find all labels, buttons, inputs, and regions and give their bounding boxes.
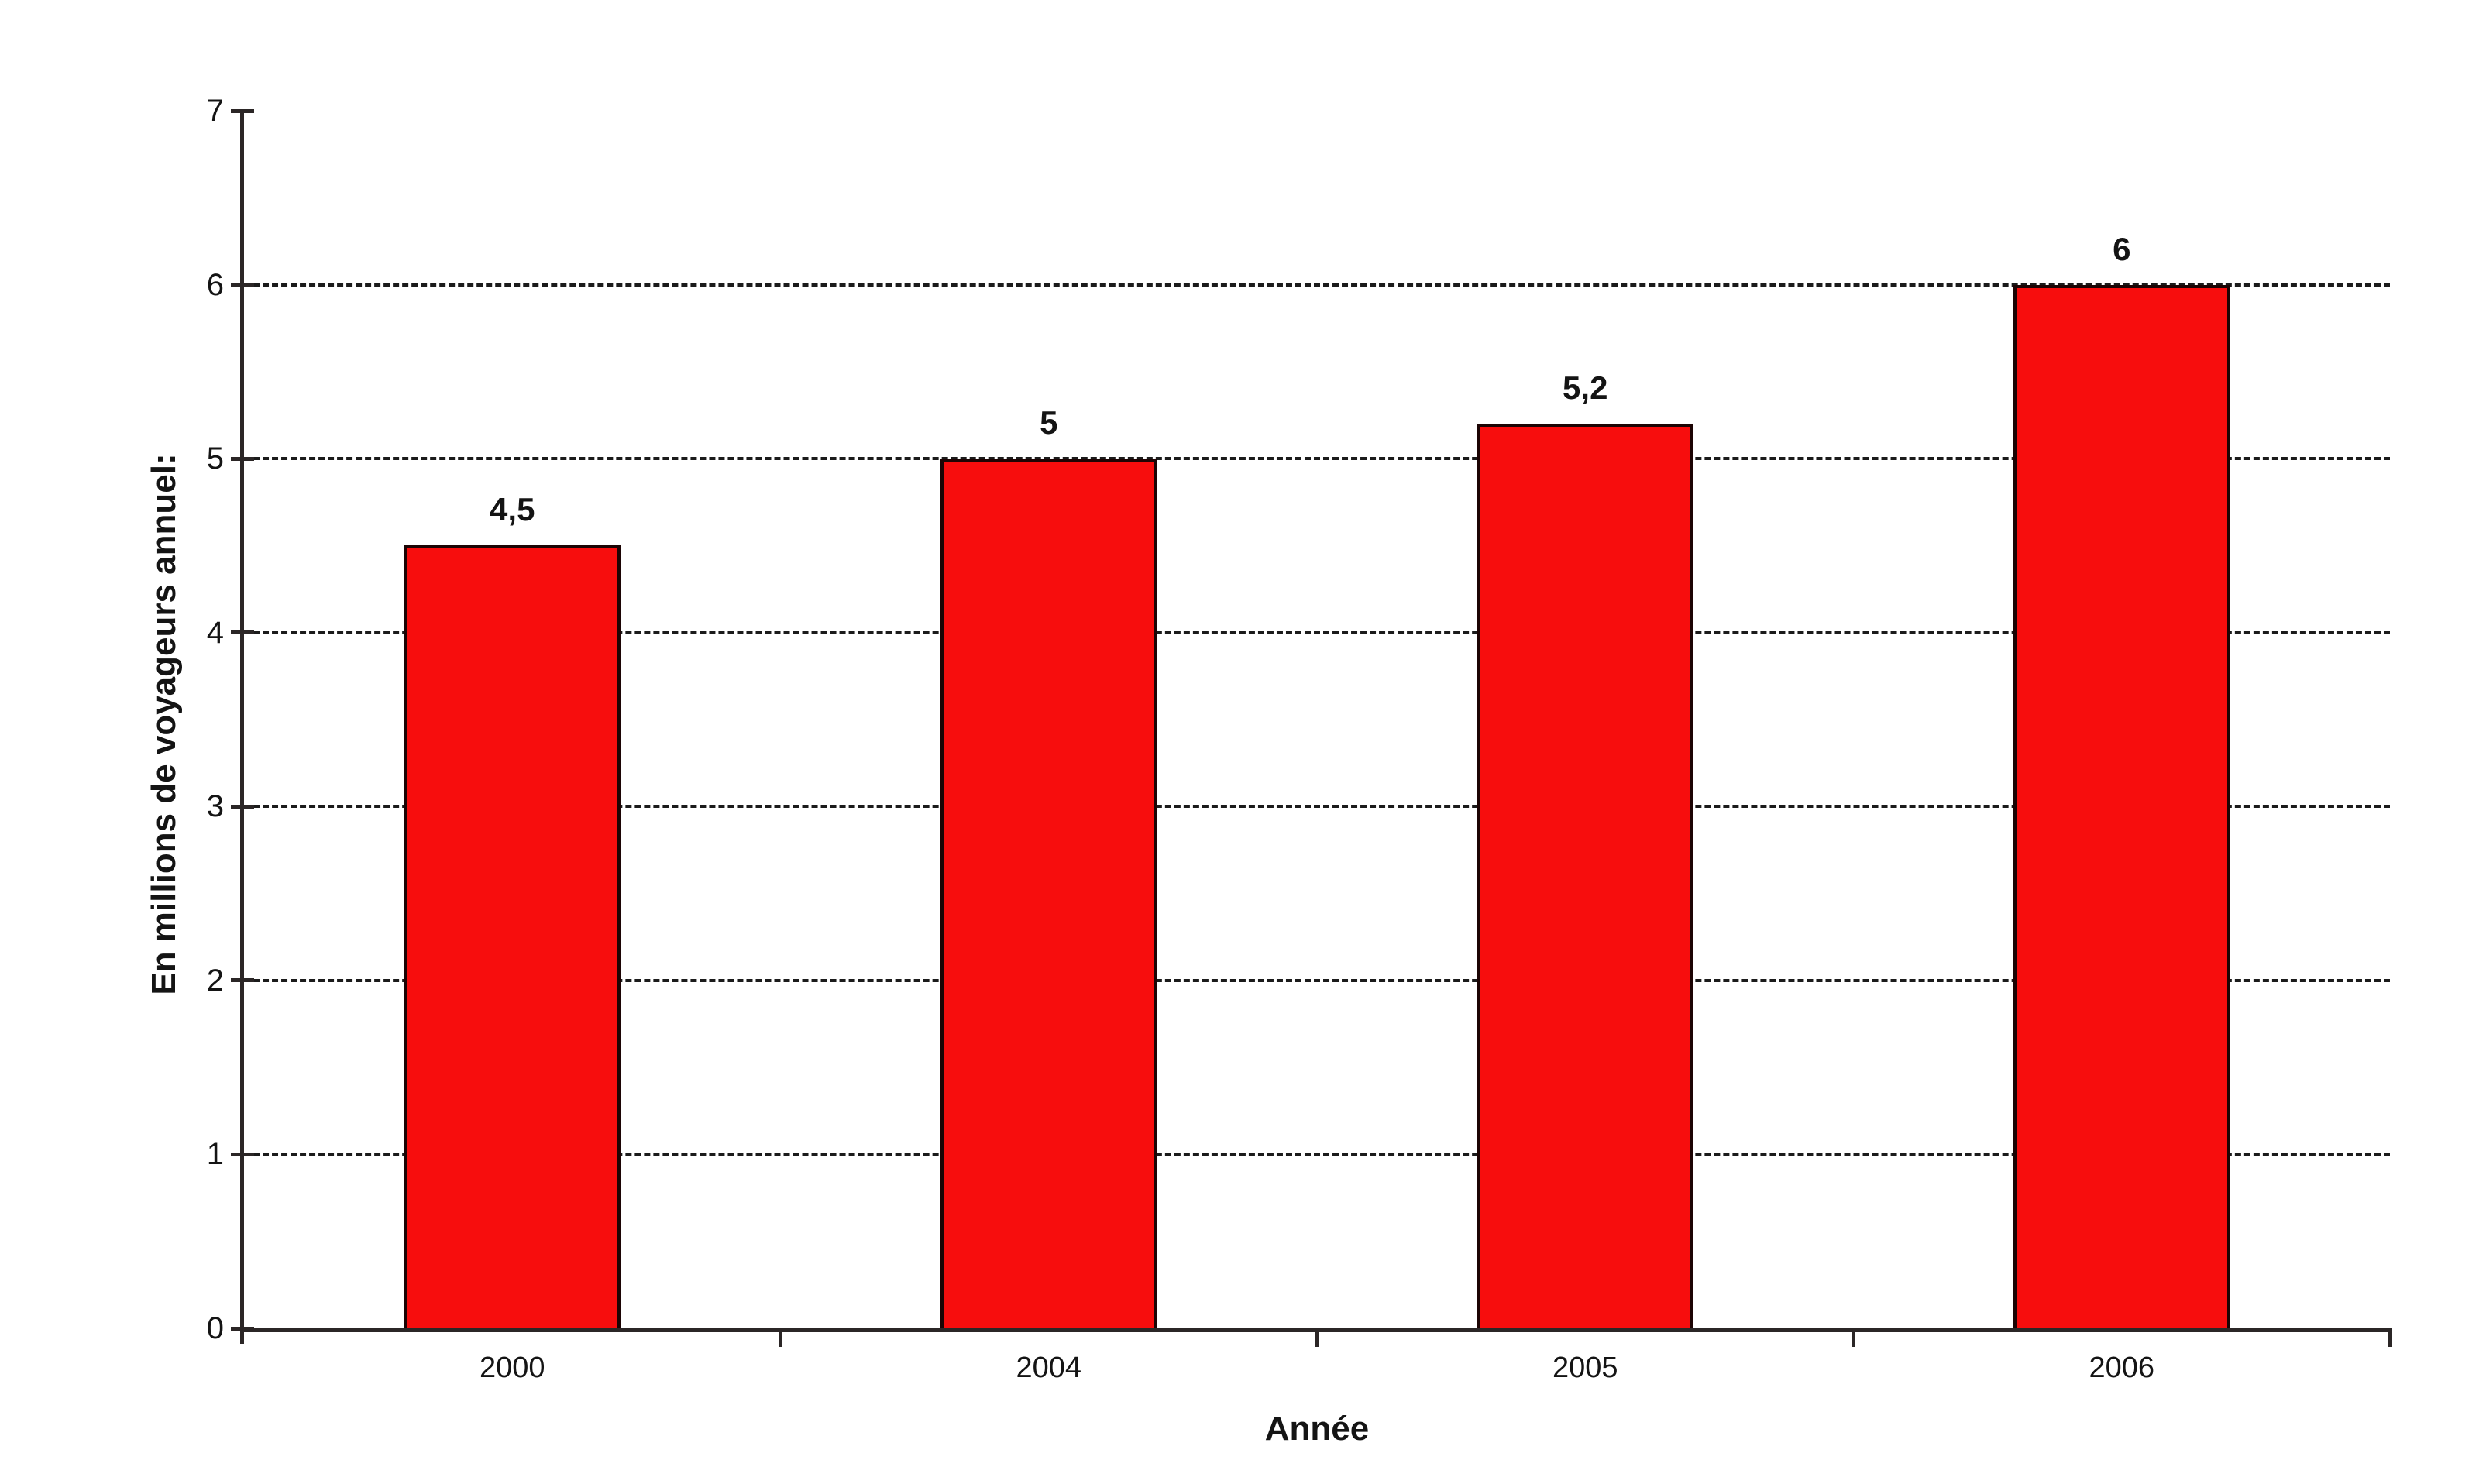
gridline-1 bbox=[244, 1153, 2390, 1156]
y-tick-label-2: 2 bbox=[206, 963, 224, 998]
y-tick-5 bbox=[231, 456, 254, 461]
y-tick-label-0: 0 bbox=[206, 1311, 224, 1345]
bar-value-label-2000: 4,5 bbox=[490, 491, 535, 528]
y-tick-3 bbox=[231, 804, 254, 809]
y-tick-1 bbox=[231, 1152, 254, 1156]
x-tick-3 bbox=[1852, 1328, 1855, 1347]
bar-2000 bbox=[404, 545, 621, 1328]
x-tick-label-2005: 2005 bbox=[1552, 1352, 1618, 1384]
plot-area: 4,5 2000 5 2004 5,2 2005 6 2006 0 1 2 3 4 5 6 7 bbox=[207, 95, 2392, 1384]
bar-group-2004: 5 2004 bbox=[781, 111, 1318, 1384]
gridline-6 bbox=[244, 283, 2390, 287]
gridline-4 bbox=[244, 630, 2390, 634]
x-tick-label-2000: 2000 bbox=[479, 1352, 545, 1384]
bar-2006 bbox=[2013, 284, 2230, 1328]
y-tick-label-4: 4 bbox=[206, 615, 224, 650]
y-tick-2 bbox=[231, 978, 254, 983]
bar-group-2005: 5,2 2005 bbox=[1317, 111, 1854, 1384]
bar-group-2006: 6 2006 bbox=[1854, 111, 2391, 1384]
x-tick-1 bbox=[779, 1328, 782, 1347]
bar-2004 bbox=[940, 459, 1157, 1328]
bar-2005 bbox=[1477, 424, 1694, 1328]
x-tick-label-2006: 2006 bbox=[2089, 1352, 2155, 1384]
x-axis-title: Année bbox=[1264, 1410, 1370, 1448]
y-axis-line bbox=[240, 111, 244, 1344]
y-tick-label-6: 6 bbox=[206, 267, 224, 302]
gridline-2 bbox=[244, 978, 2390, 982]
y-tick-0 bbox=[231, 1326, 254, 1331]
bar-value-label-2006: 6 bbox=[2113, 230, 2131, 267]
y-tick-label-3: 3 bbox=[206, 789, 224, 824]
y-axis-title: En millions de voyageurs annuel: bbox=[145, 453, 183, 995]
bar-value-label-2004: 5 bbox=[1040, 404, 1058, 441]
y-tick-label-7: 7 bbox=[206, 94, 224, 128]
bar-value-label-2005: 5,2 bbox=[1563, 369, 1608, 407]
y-tick-label-5: 5 bbox=[206, 441, 224, 476]
y-tick-label-1: 1 bbox=[206, 1137, 224, 1172]
gridline-3 bbox=[244, 805, 2390, 809]
y-tick-6 bbox=[231, 283, 254, 287]
y-tick-4 bbox=[231, 630, 254, 635]
x-tick-2 bbox=[1315, 1328, 1319, 1347]
gridline-5 bbox=[244, 457, 2390, 461]
y-tick-7 bbox=[231, 108, 254, 113]
bar-group-2000: 4,5 2000 bbox=[244, 111, 781, 1384]
x-tick-label-2004: 2004 bbox=[1016, 1352, 1082, 1384]
x-tick-4 bbox=[2388, 1328, 2392, 1347]
